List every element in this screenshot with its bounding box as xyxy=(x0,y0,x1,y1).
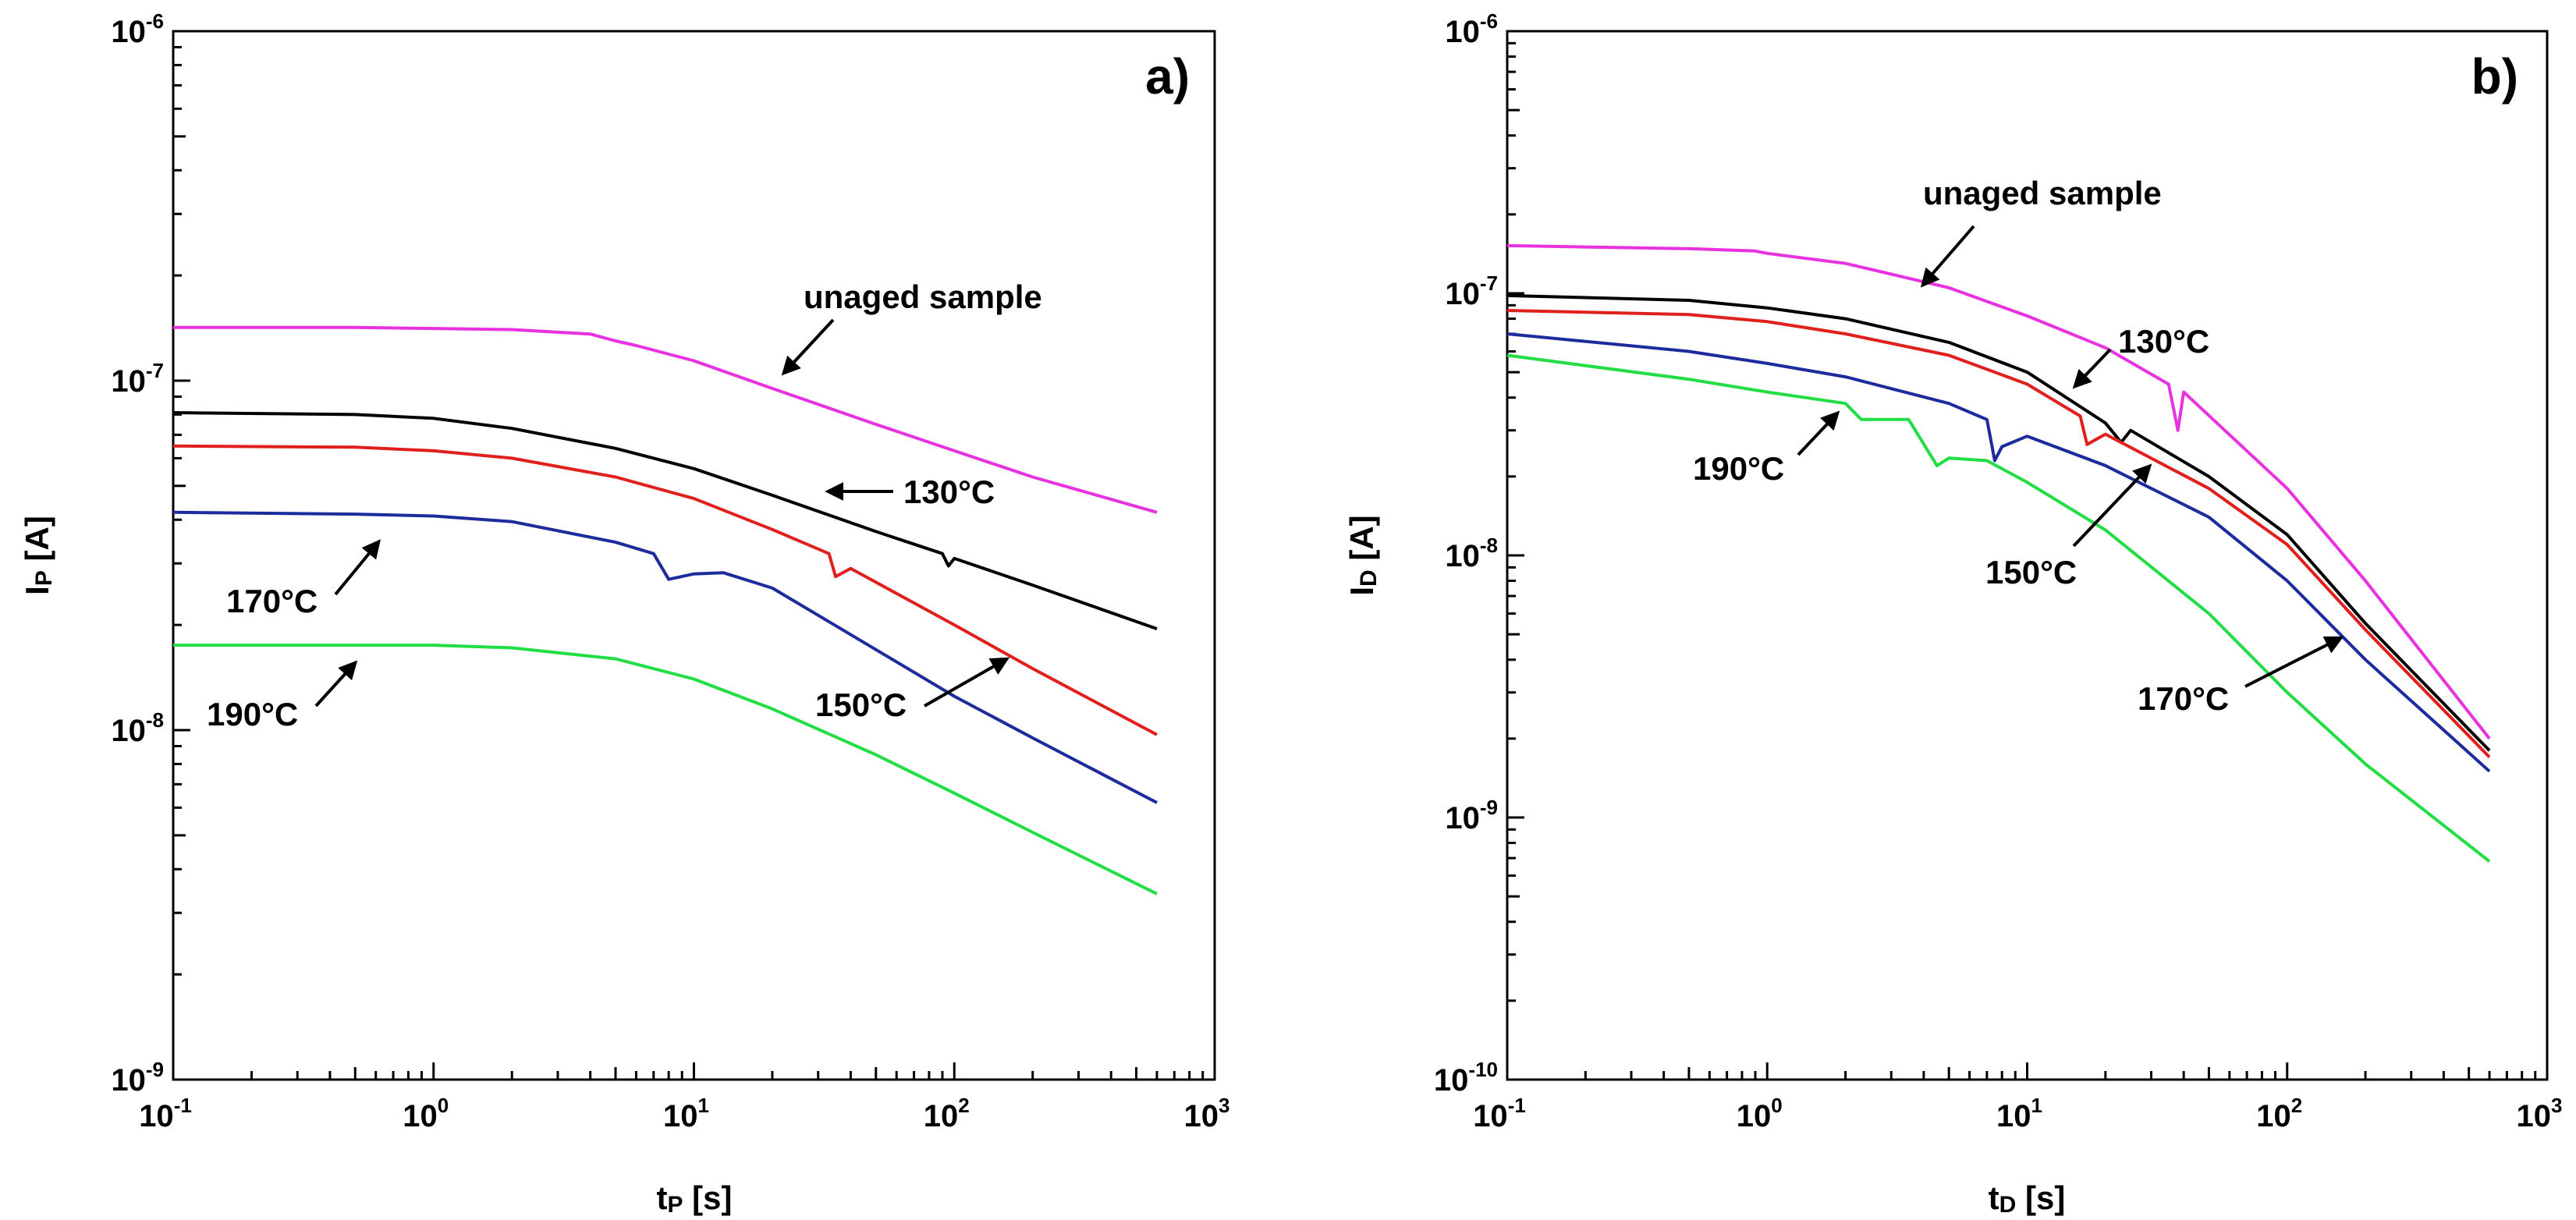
x-tick-label: 102 xyxy=(2256,1094,2302,1133)
y-tick-label: 10-7 xyxy=(1445,271,1498,311)
y-tick-label: 10-8 xyxy=(1445,534,1498,573)
y-axis-title: ID [A] xyxy=(1343,515,1382,595)
x-tick-labels: 10-1 100 101 102 103 xyxy=(139,1094,1229,1133)
annotation-170c: 170°C xyxy=(226,583,318,619)
annotation-190c: 190°C xyxy=(207,696,298,732)
y-tick-labels: 10-9 10-8 10-7 10-6 xyxy=(111,9,164,1098)
annotation-150c: 150°C xyxy=(1985,554,2077,590)
minor-ticks xyxy=(172,45,1205,1081)
series-line xyxy=(1506,332,2491,773)
x-tick-label: 100 xyxy=(403,1094,449,1133)
x-axis-title: tD [s] xyxy=(1989,1179,2066,1218)
arrow-150c xyxy=(924,657,1010,708)
series-line xyxy=(1506,309,2491,758)
x-tick-label: 102 xyxy=(924,1094,970,1133)
annotation-150c: 150°C xyxy=(815,686,907,723)
arrow-unaged-sample xyxy=(781,318,835,376)
series-line xyxy=(172,411,1158,630)
x-tick-label: 10-1 xyxy=(1473,1094,1526,1133)
series-line xyxy=(173,325,1158,514)
panel-label: a) xyxy=(1145,48,1190,105)
arrow-170c xyxy=(334,539,381,596)
arrow-190c xyxy=(1797,410,1840,456)
x-tick-labels: 10-1 100 101 102 103 xyxy=(1473,1094,2562,1133)
y-tick-label: 10-7 xyxy=(111,359,164,399)
y-tick-label: 10-6 xyxy=(111,9,164,49)
annotation-130c: 130°C xyxy=(2118,323,2209,360)
y-tick-labels: 10-10 10-9 10-8 10-7 10-6 xyxy=(1434,9,1498,1098)
series-line xyxy=(1506,293,2491,752)
series-line xyxy=(172,510,1158,804)
x-tick-label: 101 xyxy=(663,1094,709,1133)
minor-ticks xyxy=(1506,41,2537,1081)
x-tick-label: 101 xyxy=(1996,1094,2042,1133)
y-tick-label: 10-10 xyxy=(1434,1058,1498,1098)
series-line xyxy=(1506,243,2491,740)
series-lines xyxy=(172,325,1158,895)
series-line xyxy=(173,644,1158,895)
x-tick-label: 103 xyxy=(1184,1094,1230,1133)
x-axis-title: tP [s] xyxy=(656,1179,732,1218)
y-tick-label: 10-6 xyxy=(1445,9,1498,49)
annotation-170c: 170°C xyxy=(2138,680,2229,717)
y-tick-label: 10-9 xyxy=(111,1058,164,1098)
arrow-150c xyxy=(2072,463,2152,548)
annotation-130c: 130°C xyxy=(903,473,995,510)
panel-label: b) xyxy=(2471,48,2518,105)
annotation-unaged-sample: unaged sample xyxy=(804,278,1042,315)
annotation-unaged-sample: unaged sample xyxy=(1923,175,2162,211)
arrow-190c xyxy=(314,660,358,708)
arrow-unaged-sample xyxy=(1920,225,1975,288)
y-tick-label: 10-8 xyxy=(111,708,164,748)
x-tick-label: 100 xyxy=(1737,1094,1783,1133)
chart-panel-b: 10-1 100 101 102 103 10-10 10-9 10-8 10-7 10-6 b… xyxy=(1343,9,2562,1218)
series-line xyxy=(1506,353,2491,863)
series-line xyxy=(172,444,1158,736)
x-tick-label: 103 xyxy=(2517,1094,2563,1133)
arrow-170c xyxy=(2244,636,2344,688)
series-lines xyxy=(1506,243,2491,863)
plot-frame xyxy=(172,30,1216,1081)
y-axis-title: IP [A] xyxy=(19,516,57,595)
arrow-130c xyxy=(2072,348,2112,389)
x-tick-label: 10-1 xyxy=(139,1094,192,1133)
y-tick-label: 10-9 xyxy=(1445,796,1498,835)
chart-panel-a: 10-1 100 101 102 103 10-9 10-8 10-7 10-6 a) tP … xyxy=(19,9,1229,1218)
annotation-190c: 190°C xyxy=(1693,450,1784,487)
